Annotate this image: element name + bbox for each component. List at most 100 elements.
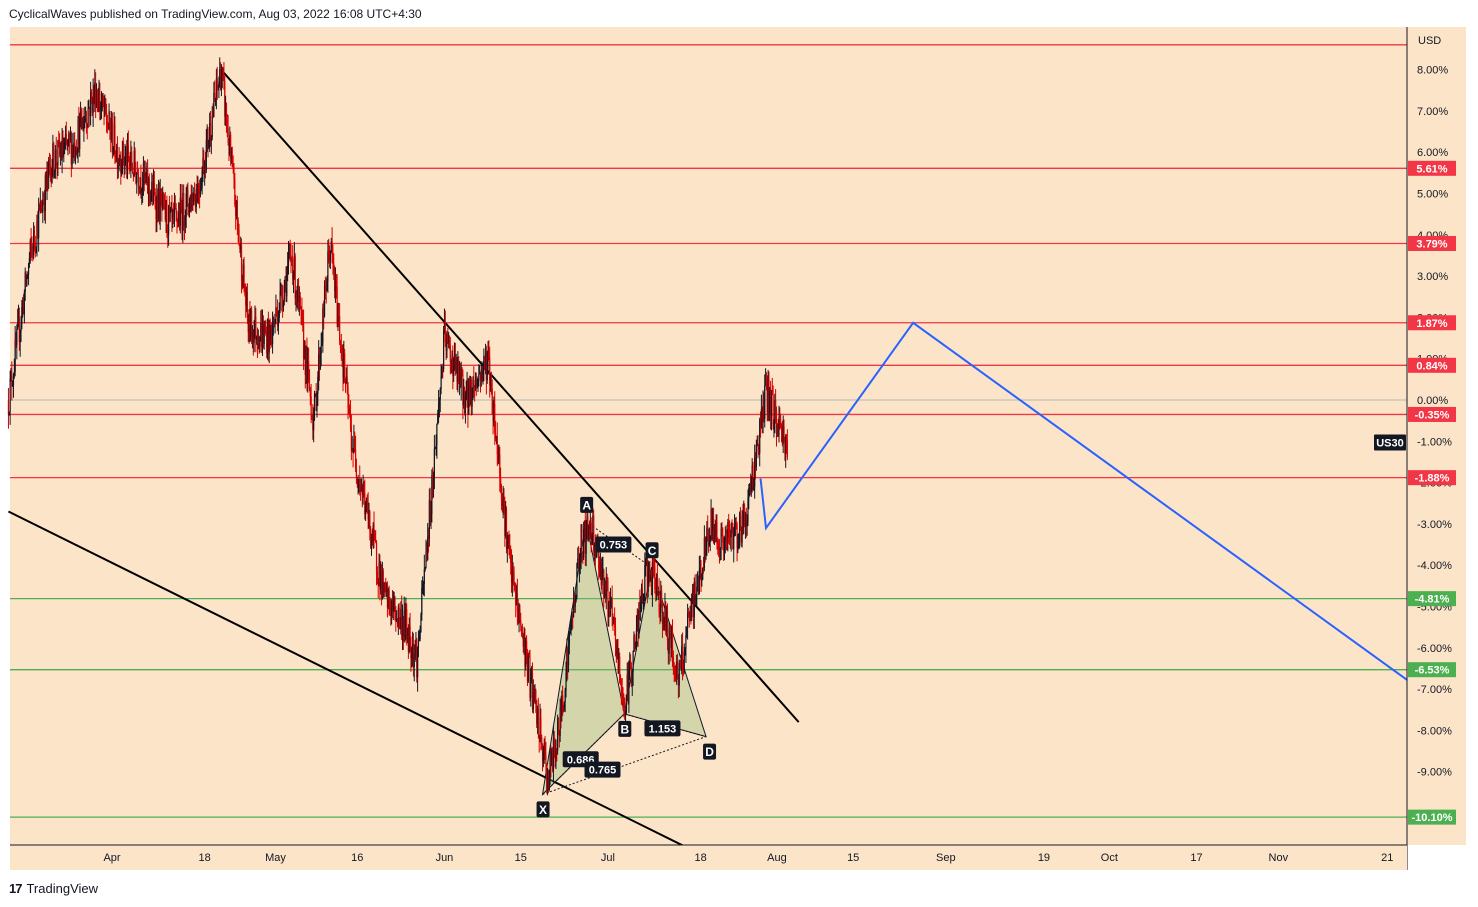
- candle-body: [142, 162, 145, 186]
- candle-body: [50, 169, 52, 183]
- candle-body: [567, 648, 569, 666]
- candle-body: [635, 645, 637, 647]
- candle-body: [452, 355, 454, 376]
- price-tick-label: 6.00%: [1417, 147, 1448, 159]
- pattern-point-badge: [703, 743, 717, 760]
- pattern-point-badge: [580, 496, 594, 513]
- candle-body: [155, 206, 157, 219]
- candle-body: [614, 617, 616, 627]
- candle-body: [658, 591, 660, 613]
- level-badge-text: -10.10%: [1412, 812, 1453, 824]
- candle-body: [268, 320, 270, 353]
- candle-body: [123, 162, 125, 164]
- time-tick-label: Nov: [1269, 852, 1289, 864]
- candle-body: [681, 646, 683, 671]
- candle-body: [141, 190, 143, 192]
- candle-body: [566, 648, 568, 674]
- candle-body: [621, 690, 623, 697]
- candle-body: [282, 297, 284, 308]
- candle-body: [587, 516, 589, 537]
- candle-body: [779, 417, 781, 423]
- candle-body: [520, 620, 522, 626]
- candle-body: [209, 122, 212, 141]
- price-tick-label: -4.00%: [1417, 560, 1452, 572]
- candle-body: [58, 140, 60, 142]
- candle-body: [448, 339, 450, 343]
- candle-body: [147, 178, 150, 194]
- candle-body: [531, 672, 534, 710]
- candle-body: [316, 393, 318, 412]
- candle-body: [754, 457, 756, 487]
- time-axis-ticks: Apr 18 May 16 Jun 15 Jul 18 Aug 15 Sep 19 Oct 17 Nov 21: [103, 852, 1393, 864]
- candle-body: [138, 186, 140, 189]
- candle-body: [300, 306, 302, 312]
- candle-body: [229, 134, 231, 155]
- candle-body: [752, 465, 754, 491]
- candle-body: [353, 438, 355, 454]
- candle-body: [334, 275, 336, 291]
- candle-body: [641, 587, 643, 603]
- candle-body: [764, 381, 767, 386]
- candle-body: [500, 488, 503, 501]
- candle-body: [568, 632, 570, 645]
- level-badges: 5.61% 3.79% 1.87% 0.84% -0.35% -1.88% -4.81% -6…: [1408, 160, 1456, 825]
- candle-body: [783, 426, 785, 443]
- candle-body: [577, 558, 579, 564]
- candle-body: [731, 524, 733, 533]
- candle-body: [175, 207, 177, 212]
- time-axis-panel[interactable]: [10, 845, 1407, 870]
- candle-body: [454, 354, 456, 369]
- candle-body: [207, 129, 209, 147]
- candle-body: [392, 600, 394, 611]
- candle-body: [99, 93, 101, 109]
- candle-body: [245, 294, 247, 306]
- candle-body: [483, 356, 485, 372]
- candle-body: [312, 416, 314, 431]
- candle-body: [777, 433, 779, 435]
- candle-body: [324, 285, 326, 288]
- candle-body: [713, 524, 716, 543]
- candle-body: [194, 196, 197, 207]
- candle-body: [479, 373, 481, 375]
- candle-body: [481, 369, 483, 376]
- candle-body: [32, 247, 34, 256]
- time-tick-label: 16: [351, 852, 363, 864]
- candle-body: [186, 189, 188, 194]
- candle-body: [748, 488, 750, 498]
- candle-body: [106, 123, 108, 129]
- candle-body: [290, 254, 292, 259]
- candle-body: [325, 287, 327, 292]
- candle-body: [25, 272, 27, 285]
- candle-body: [644, 565, 646, 596]
- candle-body: [530, 674, 532, 698]
- candle-body: [773, 423, 775, 425]
- candle-body: [213, 92, 215, 117]
- candle-body: [396, 620, 399, 624]
- candle-body: [349, 413, 352, 428]
- candle-body: [781, 429, 783, 444]
- level-badge: [1408, 357, 1456, 373]
- candle-body: [540, 717, 542, 737]
- candle-body: [732, 532, 734, 549]
- candle-body: [553, 737, 555, 747]
- candle-body: [272, 322, 275, 325]
- candle-body: [22, 301, 25, 314]
- projection-path: [759, 321, 1427, 695]
- candle-body: [287, 253, 290, 266]
- candle-body: [292, 275, 295, 280]
- candle-body: [761, 408, 763, 421]
- level-badge-text: -1.88%: [1415, 473, 1450, 485]
- candle-body: [139, 177, 141, 189]
- candle-body: [604, 585, 607, 598]
- candle-body: [601, 570, 603, 586]
- candle-body: [491, 388, 493, 415]
- candle-body: [697, 579, 699, 587]
- candle-body: [507, 541, 509, 543]
- candle-body: [736, 524, 738, 548]
- candle-body: [235, 204, 237, 216]
- candle-body: [529, 657, 531, 698]
- candle-body: [438, 399, 441, 404]
- candle-body: [260, 323, 262, 337]
- candle-body: [770, 391, 772, 416]
